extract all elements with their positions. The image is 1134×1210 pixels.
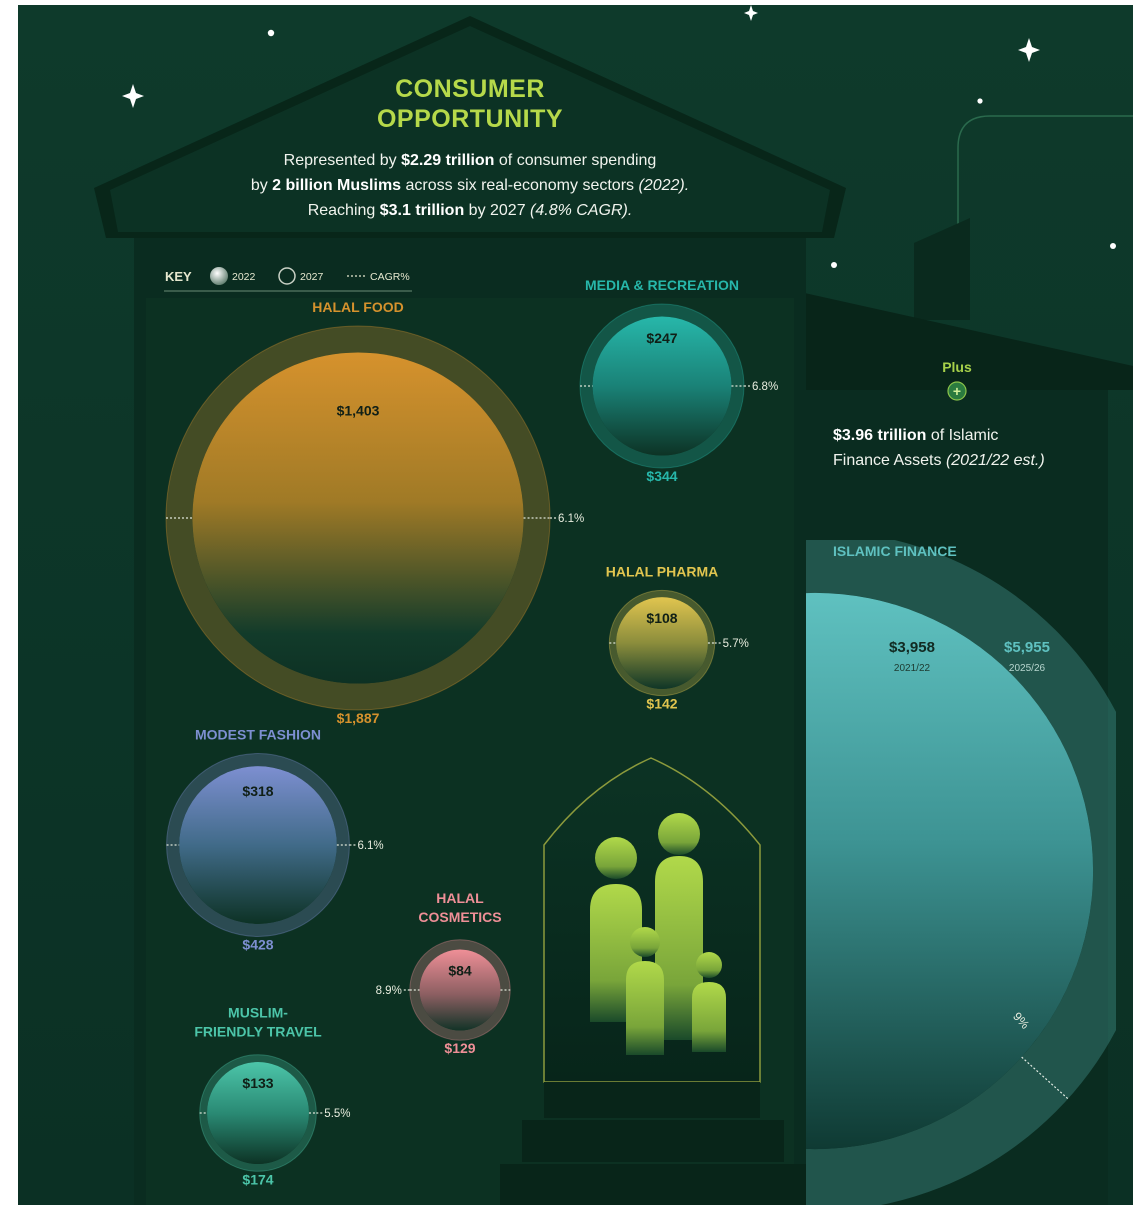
value-2021-22-finance: $3,958 bbox=[889, 639, 935, 656]
value-2027-media-recreation: $344 bbox=[646, 468, 677, 484]
label-modest-fashion: MODEST FASHION bbox=[195, 727, 321, 743]
cagr-label-halal-cosmetics: 8.9% bbox=[376, 985, 402, 997]
circle-2022-media-recreation bbox=[592, 316, 732, 456]
value-2022-halal-food: $1,403 bbox=[337, 402, 380, 418]
sector-bubbles: 6.1% $1,403 $1,887 HALAL FOOD 6.8% $247 $344 ME… bbox=[165, 277, 778, 1188]
subtitle-note: (4.8% CAGR). bbox=[530, 202, 633, 219]
plus-icon: + bbox=[947, 381, 967, 401]
subtitle-highlight: $3.1 trillion bbox=[379, 202, 465, 219]
value-2025-26-finance: $5,955 bbox=[1004, 639, 1050, 656]
circle-2022-halal-cosmetics bbox=[419, 949, 501, 1031]
subtitle-line-1: Represented by $2.29 trillion of consume… bbox=[180, 148, 760, 173]
label-muslim-friendly-travel-line-2: FRIENDLY TRAVEL bbox=[194, 1024, 322, 1040]
circle-2022-halal-food bbox=[192, 352, 524, 684]
label-islamic-finance: ISLAMIC FINANCE bbox=[833, 543, 957, 559]
value-2022-halal-cosmetics: $84 bbox=[448, 962, 472, 978]
value-2027-muslim-friendly-travel: $174 bbox=[242, 1171, 273, 1187]
label-halal-cosmetics-line-2: COSMETICS bbox=[418, 909, 501, 925]
circle-2022-modest-fashion bbox=[179, 766, 337, 924]
subtitle-text: across six real-economy sectors bbox=[401, 177, 639, 194]
key-2027-label: 2027 bbox=[300, 271, 324, 283]
value-2022-halal-pharma: $108 bbox=[646, 610, 677, 626]
page-title: CONSUMER OPPORTUNITY bbox=[300, 74, 640, 134]
value-2022-modest-fashion: $318 bbox=[242, 783, 273, 799]
bubble-halal-pharma: 5.7% $108 $142 HALAL PHARMA bbox=[606, 563, 749, 711]
label-halal-cosmetics-line-1: HALAL bbox=[436, 890, 484, 906]
key-2022-swatch bbox=[210, 267, 228, 285]
value-2027-halal-pharma: $142 bbox=[646, 696, 677, 712]
finance-summary-highlight: $3.96 trillion bbox=[833, 427, 927, 444]
cagr-label-halal-pharma: 5.7% bbox=[723, 638, 749, 650]
key-2022-label: 2022 bbox=[232, 271, 256, 283]
subtitle-text: by bbox=[250, 177, 273, 194]
family-figures-icon bbox=[590, 813, 726, 1055]
value-2027-halal-cosmetics: $129 bbox=[444, 1040, 475, 1056]
finance-summary-text: of Islamic bbox=[926, 427, 999, 444]
cagr-label-halal-food: 6.1% bbox=[558, 513, 584, 525]
key-cagr-label: CAGR% bbox=[370, 271, 410, 283]
key-2027-swatch bbox=[278, 267, 296, 285]
finance-circles bbox=[806, 540, 1116, 1205]
ring-2027-modest-fashion bbox=[166, 753, 350, 937]
finance-summary-line-2: Finance Assets (2021/22 est.) bbox=[833, 448, 1093, 473]
finance-summary-text: Finance Assets bbox=[833, 452, 946, 469]
circle-2022-halal-pharma bbox=[616, 597, 708, 689]
subtitle-note: (2022). bbox=[638, 177, 690, 194]
finance-summary: $3.96 trillion of Islamic Finance Assets… bbox=[833, 423, 1093, 473]
subtitle-highlight: $2.29 trillion bbox=[401, 152, 495, 169]
label-media-recreation: MEDIA & RECREATION bbox=[585, 277, 739, 293]
circle-2021-22-finance bbox=[806, 593, 1093, 1149]
label-muslim-friendly-travel-line-1: MUSLIM- bbox=[228, 1005, 288, 1021]
finance-summary-line-1: $3.96 trillion of Islamic bbox=[833, 423, 1093, 448]
subtitle-highlight: 2 billion Muslims bbox=[272, 177, 402, 194]
stars-decoration bbox=[122, 5, 1116, 268]
value-2022-media-recreation: $247 bbox=[646, 330, 677, 346]
ring-2027-muslim-friendly-travel bbox=[199, 1054, 317, 1172]
year-2025-26-finance: 2025/26 bbox=[1009, 663, 1046, 674]
bubble-modest-fashion: 6.1% $318 $428 MODEST FASHION bbox=[166, 727, 384, 952]
key-legend: KEY 2022 2027 CAGR% bbox=[164, 267, 412, 292]
subtitle-text: of consumer spending bbox=[494, 152, 657, 169]
year-2021-22-finance: 2021/22 bbox=[894, 663, 931, 674]
subtitle-line-2: by 2 billion Muslims across six real-eco… bbox=[180, 173, 760, 198]
title-line-1: CONSUMER bbox=[395, 75, 545, 103]
label-halal-food: HALAL FOOD bbox=[312, 299, 404, 315]
subtitle-line-3: Reaching $3.1 trillion by 2027 (4.8% CAG… bbox=[180, 198, 760, 223]
plus-label: Plus bbox=[942, 359, 972, 375]
tower-outline bbox=[957, 115, 1133, 228]
subtitle: Represented by $2.29 trillion of consume… bbox=[180, 148, 760, 223]
value-2022-muslim-friendly-travel: $133 bbox=[242, 1075, 273, 1091]
cagr-label-muslim-friendly-travel: 5.5% bbox=[324, 1108, 350, 1120]
svg-text:+: + bbox=[953, 383, 961, 399]
chimney bbox=[914, 218, 970, 320]
bubble-media-recreation: 6.8% $247 $344 MEDIA & RECREATION bbox=[579, 277, 778, 484]
subtitle-text: by 2027 bbox=[464, 202, 531, 219]
label-halal-pharma: HALAL PHARMA bbox=[606, 563, 719, 579]
finance-summary-note: (2021/22 est.) bbox=[945, 452, 1045, 469]
value-2027-halal-food: $1,887 bbox=[337, 710, 380, 726]
value-2027-modest-fashion: $428 bbox=[242, 936, 273, 952]
subtitle-text: Reaching bbox=[307, 202, 380, 219]
bubble-halal-cosmetics: 8.9% $84 $129 HALAL COSMETICS bbox=[376, 890, 511, 1056]
ring-2025-26-finance bbox=[806, 540, 1116, 1205]
cagr-label-modest-fashion: 6.1% bbox=[357, 840, 383, 852]
circle-2022-muslim-friendly-travel bbox=[207, 1062, 309, 1164]
subtitle-text: Represented by bbox=[283, 152, 402, 169]
bubble-muslim-friendly-travel: 5.5% $133 $174 MUSLIM- FRIENDLY TRAVEL bbox=[194, 1005, 350, 1188]
title-line-2: OPPORTUNITY bbox=[376, 105, 564, 133]
islamic-finance-bubble: 9%ISLAMIC FINANCE$3,9582021/22$5,9552025… bbox=[806, 540, 1116, 1205]
ring-2027-halal-pharma bbox=[609, 590, 715, 696]
key-title: KEY bbox=[165, 269, 192, 284]
bubble-halal-food: 6.1% $1,403 $1,887 HALAL FOOD bbox=[165, 299, 584, 726]
cagr-label-media-recreation: 6.8% bbox=[752, 381, 778, 393]
ring-2027-media-recreation bbox=[580, 304, 744, 468]
